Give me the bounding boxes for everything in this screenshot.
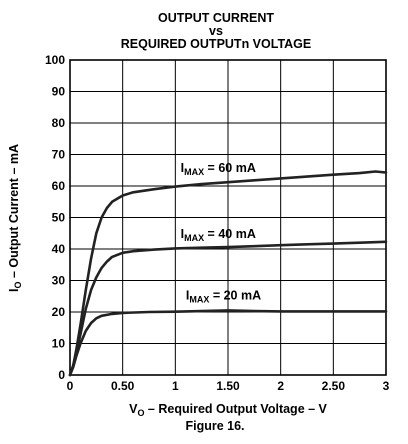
- y-tick-label-9: 90: [52, 85, 66, 99]
- plot-frame: [69, 59, 387, 376]
- chart-title-line3: REQUIRED OUTPUTn VOLTAGE: [121, 37, 312, 51]
- y-axis-label: IO – Output Current – mA: [7, 144, 23, 292]
- chart-title-line2: vs: [209, 24, 223, 38]
- x-tick-label-3: 1.50: [216, 379, 240, 393]
- x-tick-label-6: 3: [383, 379, 390, 393]
- x-tick-labels: 0 0.50 1 1.50 2 2.50 3: [67, 379, 390, 393]
- series-labels: IMAX = 60 mA IMAX = 40 mA IMAX = 20 mA: [181, 161, 262, 305]
- y-tick-label-10: 100: [45, 53, 65, 67]
- series-label-1: IMAX = 40 mA: [181, 227, 256, 243]
- y-tick-label-8: 80: [52, 116, 66, 130]
- series-label-2: IMAX = 20 mA: [186, 288, 261, 304]
- y-tick-label-4: 40: [52, 242, 66, 256]
- chart-title-line1: OUTPUT CURRENT: [158, 11, 274, 25]
- x-axis-label: VO – Required Output Voltage – V: [129, 402, 327, 418]
- y-tick-labels: 0 10 20 30 40 50 60 70 80 90 100: [45, 53, 65, 382]
- series-label-0: IMAX = 60 mA: [181, 161, 256, 177]
- series-line-2: [68, 309, 388, 377]
- y-tick-label-6: 60: [52, 179, 66, 193]
- chart-grid: [69, 59, 387, 376]
- y-tick-label-1: 10: [52, 337, 66, 351]
- series-line-1: [68, 240, 388, 377]
- y-tick-label-7: 70: [52, 148, 66, 162]
- x-tick-label-4: 2: [277, 379, 284, 393]
- x-tick-label-1: 0.50: [111, 379, 135, 393]
- series-line-0: [68, 170, 388, 377]
- x-tick-label-5: 2.50: [322, 379, 346, 393]
- y-tick-label-5: 50: [52, 211, 66, 225]
- figure-caption: Figure 16.: [185, 419, 244, 433]
- x-tick-label-0: 0: [67, 379, 74, 393]
- x-tick-label-2: 1: [172, 379, 179, 393]
- y-tick-label-3: 30: [52, 274, 66, 288]
- y-tick-label-0: 0: [58, 368, 65, 382]
- y-tick-label-2: 20: [52, 305, 66, 319]
- series-group: [68, 170, 388, 377]
